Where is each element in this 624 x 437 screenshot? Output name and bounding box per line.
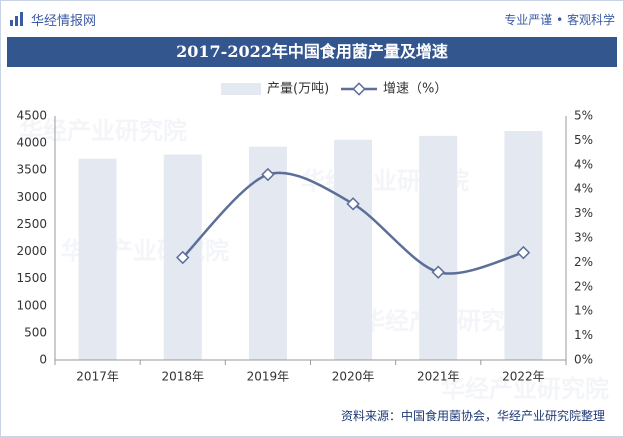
top-bar: 华经情报网 专业严谨 • 客观科学	[9, 7, 615, 31]
y-right-tick-label: 5%	[574, 109, 593, 123]
y-right-tick-label: 5%	[574, 133, 593, 147]
brand-name: 华经情报网	[31, 13, 97, 29]
y-left-tick-label: 500	[24, 325, 47, 339]
y-left-tick-label: 2000	[16, 244, 47, 258]
y-left-tick-label: 4000	[16, 136, 47, 150]
y-left-tick-label: 0	[39, 353, 47, 367]
y-right-tick-label: 1%	[574, 304, 593, 318]
y-right-tick-label: 1%	[574, 328, 593, 342]
x-tick-label: 2021年	[417, 370, 460, 384]
legend-swatch-bar	[221, 83, 261, 95]
chart-svg: 产量(万吨) 增速（%） 0 500 1000 1500 2000 2500 3000 3500…	[16, 82, 593, 384]
legend: 产量(万吨) 增速（%）	[221, 82, 447, 97]
x-tick-label: 2017年	[76, 370, 119, 384]
chart-title: 2017-2022年中国食用菌产量及增速	[7, 37, 617, 67]
axes: 0 500 1000 1500 2000 2500 3000 3500 4000 4500 0% 1%…	[16, 109, 593, 384]
bar	[419, 135, 458, 360]
legend-label-bar: 产量(万吨)	[267, 82, 329, 97]
y-left-tick-label: 3000	[16, 190, 47, 204]
data-point	[176, 250, 190, 265]
y-right-tick-label: 4%	[574, 157, 593, 171]
watermark: 华经产业研究院	[441, 375, 609, 403]
data-point	[431, 265, 445, 279]
data-point	[516, 245, 531, 260]
x-tick-label: 2020年	[332, 370, 375, 384]
y-right-tick-label: 2%	[574, 255, 593, 269]
brand-logo-icon	[10, 12, 23, 26]
source-note: 资料来源：中国食用菌协会，华经产业研究院整理	[340, 409, 605, 423]
line-series	[176, 167, 531, 279]
y-left-tick-label: 4500	[16, 109, 47, 123]
legend-marker	[352, 82, 366, 96]
data-point	[346, 197, 360, 211]
x-tick-label: 2018年	[161, 370, 204, 384]
y-right-tick-label: 0%	[574, 353, 593, 367]
y-left-tick-label: 2500	[16, 217, 47, 231]
bar	[504, 131, 543, 360]
brand: 华经情报网	[9, 10, 97, 29]
y-right-tick-label: 3%	[574, 231, 593, 245]
y-left-tick-label: 3500	[16, 163, 47, 177]
bar-series	[78, 131, 543, 360]
x-tick-label: 2022年	[502, 370, 545, 384]
legend-label-line: 增速（%）	[383, 82, 447, 97]
data-point	[261, 167, 275, 182]
y-right-tick-label: 2%	[574, 279, 593, 293]
y-right-tick-label: 4%	[574, 182, 593, 196]
y-left-tick-label: 1500	[16, 271, 47, 285]
tagline: 专业严谨 • 客观科学	[504, 13, 615, 27]
watermark: 华经产业研究院	[19, 117, 187, 145]
bar	[78, 158, 117, 360]
bar	[334, 139, 373, 360]
x-tick-label: 2019年	[247, 370, 290, 384]
y-left-tick-label: 1000	[16, 298, 47, 312]
y-right-tick-label: 3%	[574, 206, 593, 220]
